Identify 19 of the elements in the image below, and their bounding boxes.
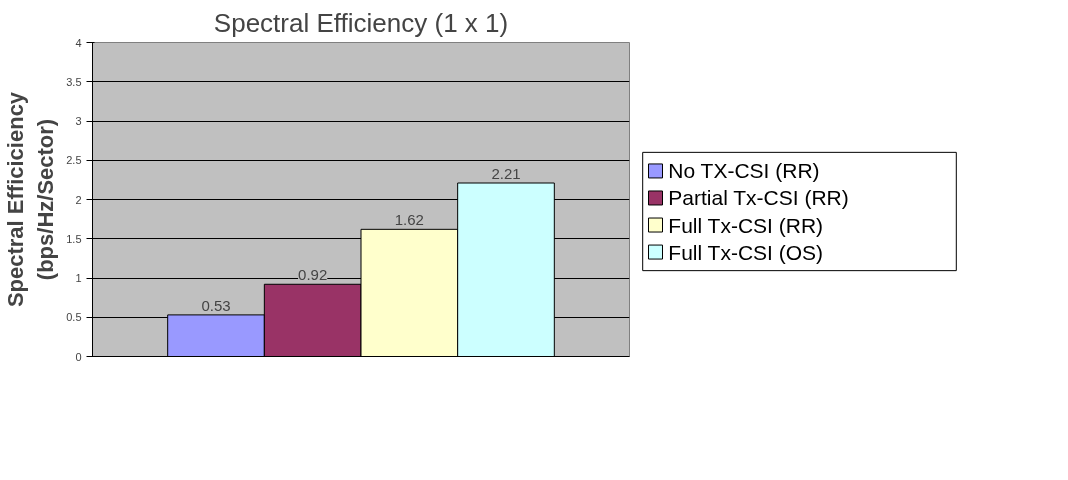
- y-tick-label: 3: [75, 115, 82, 127]
- data-label: 0.92: [298, 266, 328, 284]
- y-axis-title: Spectral Efficiciency (bps/Hz/Sector): [3, 91, 59, 308]
- legend-label: Full Tx-CSI (OS): [668, 240, 824, 264]
- y-tick-label: 4: [75, 36, 82, 49]
- y-tick-label: 1: [75, 272, 82, 284]
- y-tick-label: 0.5: [66, 311, 82, 324]
- y-tick-label: 2: [75, 193, 82, 206]
- legend-label: Full Tx-CSI (RR): [668, 213, 824, 237]
- y-tick-label: 1.5: [66, 232, 82, 245]
- y-tick-label: 0: [75, 350, 82, 363]
- chart-title: Spectral Efficiency (1 x 1): [213, 7, 509, 38]
- data-label: 1.62: [394, 211, 424, 229]
- legend-label: No TX-CSI (RR): [668, 159, 820, 183]
- y-tick-label: 3.5: [66, 75, 82, 88]
- data-label: 2.21: [491, 165, 521, 183]
- y-tick-label: 2.5: [66, 154, 82, 167]
- legend-label: Partial Tx-CSI (RR): [668, 186, 849, 210]
- data-label: 0.53: [201, 296, 231, 314]
